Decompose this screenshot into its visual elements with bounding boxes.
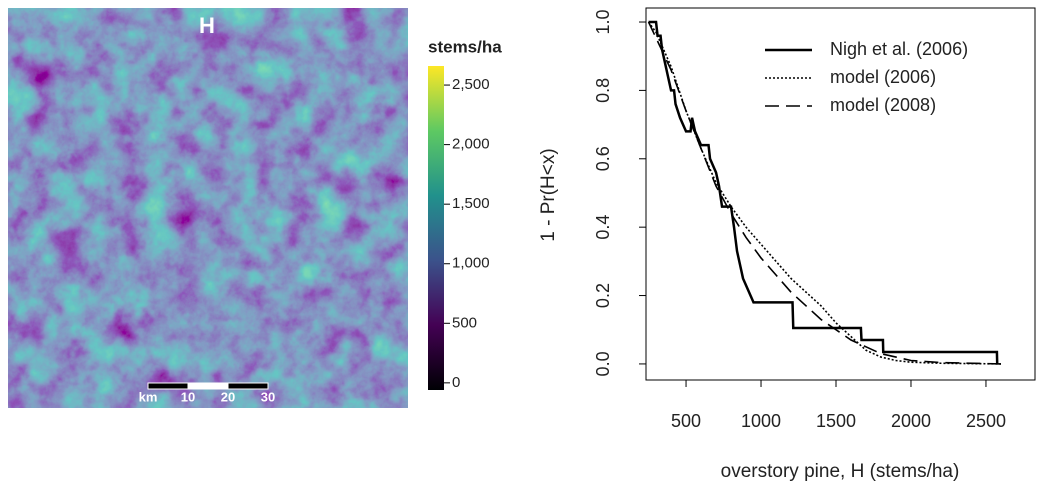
plot-frame: [645, 7, 1036, 381]
y-tick-label: 0.2: [593, 283, 613, 308]
y-tick-label: 0.6: [593, 146, 613, 171]
y-tick-label: 0.0: [593, 351, 613, 376]
legend-label: Nigh et al. (2006): [830, 39, 968, 59]
scalebar-label: 10: [181, 389, 195, 404]
colorbar-label: stems/ha: [428, 37, 502, 56]
raster-map: [8, 8, 408, 408]
x-tick-label: 2000: [891, 411, 931, 431]
scalebar-unit: km: [139, 389, 158, 404]
x-tick-label: 2500: [966, 411, 1006, 431]
y-tick-label: 0.8: [593, 78, 613, 103]
scalebar-segment: [227, 382, 269, 390]
colorbar-tick-label: 0: [452, 374, 460, 391]
scalebar-segment: [187, 382, 229, 390]
series-line: [647, 21, 1001, 365]
colorbar-tick-label: 1,000: [452, 255, 490, 272]
map-title: H: [199, 13, 215, 38]
scalebar-label: 30: [261, 389, 275, 404]
x-tick-label: 1500: [816, 411, 856, 431]
x-tick-label: 1000: [741, 411, 781, 431]
colorbar-tick-label: 500: [452, 314, 477, 331]
colorbar-tick-label: 2,500: [452, 76, 490, 93]
colorbar: [428, 66, 444, 390]
x-axis-label: overstory pine, H (stems/ha): [721, 461, 960, 482]
colorbar-tick-label: 1,500: [452, 195, 490, 212]
scalebar-label: 20: [221, 389, 235, 404]
series-line: [648, 20, 999, 364]
scalebar-segment: [147, 382, 189, 390]
series-line: [647, 21, 1001, 365]
x-tick-label: 500: [671, 411, 701, 431]
y-tick-label: 0.4: [593, 215, 613, 240]
y-axis-label: 1 - Pr(H<x): [538, 148, 559, 241]
legend-label: model (2008): [830, 95, 936, 115]
scalebar: km 10 20 30: [139, 382, 275, 404]
legend-label: model (2006): [830, 67, 936, 87]
colorbar-tick-label: 2,000: [452, 136, 490, 153]
y-tick-label: 1.0: [593, 10, 613, 35]
